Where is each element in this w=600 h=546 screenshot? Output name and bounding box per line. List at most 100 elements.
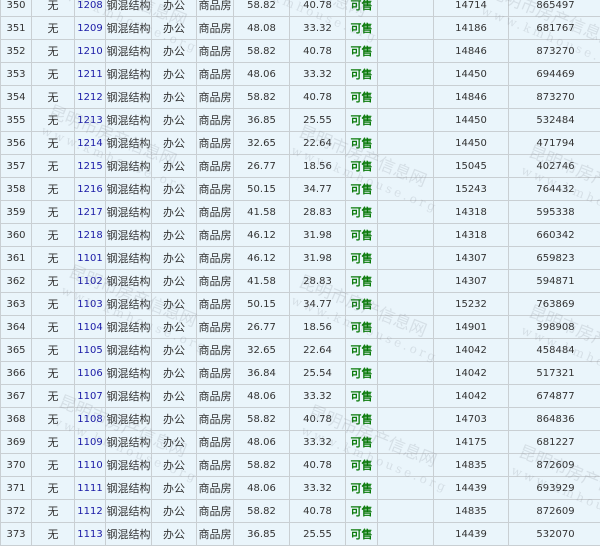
- decoration: 无: [32, 431, 75, 454]
- property-type: 商品房: [197, 270, 234, 293]
- row-number: 366: [1, 362, 32, 385]
- room-number-link[interactable]: 1212: [75, 86, 106, 109]
- inner-area: 22.64: [290, 132, 346, 155]
- unit-price: 14835: [434, 454, 509, 477]
- total-price: 872609: [509, 500, 600, 523]
- room-number-link[interactable]: 1215: [75, 155, 106, 178]
- room-number-link[interactable]: 1106: [75, 362, 106, 385]
- room-number-link[interactable]: 1110: [75, 454, 106, 477]
- decoration: 无: [32, 454, 75, 477]
- room-number-link[interactable]: 1210: [75, 40, 106, 63]
- total-price: 763869: [509, 293, 600, 316]
- property-type: 商品房: [197, 109, 234, 132]
- unit-price: 14901: [434, 316, 509, 339]
- row-number: 370: [1, 454, 32, 477]
- building-area: 36.85: [234, 109, 290, 132]
- building-area: 46.12: [234, 224, 290, 247]
- decoration: 无: [32, 0, 75, 17]
- inner-area: 33.32: [290, 477, 346, 500]
- status-badge: 可售: [346, 109, 378, 132]
- unit-price: 14714: [434, 0, 509, 17]
- row-number: 363: [1, 293, 32, 316]
- inner-area: 33.32: [290, 385, 346, 408]
- usage: 办公: [152, 523, 197, 546]
- decoration: 无: [32, 63, 75, 86]
- status-badge: 可售: [346, 362, 378, 385]
- room-number-link[interactable]: 1104: [75, 316, 106, 339]
- unit-price: 14450: [434, 132, 509, 155]
- room-number-link[interactable]: 1111: [75, 477, 106, 500]
- total-price: 402746: [509, 155, 600, 178]
- room-number-link[interactable]: 1105: [75, 339, 106, 362]
- row-number: 354: [1, 86, 32, 109]
- unit-price: 14307: [434, 270, 509, 293]
- structure: 钢混结构: [106, 224, 152, 247]
- empty-cell: [378, 431, 434, 454]
- inner-area: 40.78: [290, 86, 346, 109]
- room-number-link[interactable]: 1108: [75, 408, 106, 431]
- unit-price: 14439: [434, 477, 509, 500]
- total-price: 693929: [509, 477, 600, 500]
- room-number-link[interactable]: 1213: [75, 109, 106, 132]
- room-number-link[interactable]: 1218: [75, 224, 106, 247]
- row-number: 359: [1, 201, 32, 224]
- property-type: 商品房: [197, 431, 234, 454]
- room-number-link[interactable]: 1216: [75, 178, 106, 201]
- room-number-link[interactable]: 1113: [75, 523, 106, 546]
- decoration: 无: [32, 523, 75, 546]
- property-type: 商品房: [197, 454, 234, 477]
- room-number-link[interactable]: 1103: [75, 293, 106, 316]
- inner-area: 40.78: [290, 0, 346, 17]
- room-number-link[interactable]: 1101: [75, 247, 106, 270]
- building-area: 48.08: [234, 17, 290, 40]
- row-number: 351: [1, 17, 32, 40]
- total-price: 681767: [509, 17, 600, 40]
- property-type: 商品房: [197, 408, 234, 431]
- structure: 钢混结构: [106, 431, 152, 454]
- status-badge: 可售: [346, 247, 378, 270]
- inner-area: 28.83: [290, 201, 346, 224]
- building-area: 36.84: [234, 362, 290, 385]
- row-number: 373: [1, 523, 32, 546]
- building-area: 41.58: [234, 201, 290, 224]
- room-number-link[interactable]: 1209: [75, 17, 106, 40]
- room-number-link[interactable]: 1208: [75, 0, 106, 17]
- inner-area: 25.54: [290, 362, 346, 385]
- room-number-link[interactable]: 1112: [75, 500, 106, 523]
- total-price: 517321: [509, 362, 600, 385]
- building-area: 58.82: [234, 40, 290, 63]
- inner-area: 22.64: [290, 339, 346, 362]
- property-type: 商品房: [197, 477, 234, 500]
- inner-area: 34.77: [290, 178, 346, 201]
- empty-cell: [378, 316, 434, 339]
- property-type: 商品房: [197, 132, 234, 155]
- inner-area: 40.78: [290, 454, 346, 477]
- structure: 钢混结构: [106, 132, 152, 155]
- decoration: 无: [32, 477, 75, 500]
- room-number-link[interactable]: 1109: [75, 431, 106, 454]
- inner-area: 31.98: [290, 247, 346, 270]
- building-area: 26.77: [234, 316, 290, 339]
- room-number-link[interactable]: 1102: [75, 270, 106, 293]
- room-number-link[interactable]: 1214: [75, 132, 106, 155]
- empty-cell: [378, 247, 434, 270]
- room-number-link[interactable]: 1107: [75, 385, 106, 408]
- decoration: 无: [32, 362, 75, 385]
- row-number: 355: [1, 109, 32, 132]
- empty-cell: [378, 477, 434, 500]
- room-number-link[interactable]: 1211: [75, 63, 106, 86]
- usage: 办公: [152, 40, 197, 63]
- status-badge: 可售: [346, 201, 378, 224]
- total-price: 398908: [509, 316, 600, 339]
- total-price: 872609: [509, 454, 600, 477]
- room-number-link[interactable]: 1217: [75, 201, 106, 224]
- status-badge: 可售: [346, 523, 378, 546]
- row-number: 360: [1, 224, 32, 247]
- inner-area: 40.78: [290, 40, 346, 63]
- status-badge: 可售: [346, 431, 378, 454]
